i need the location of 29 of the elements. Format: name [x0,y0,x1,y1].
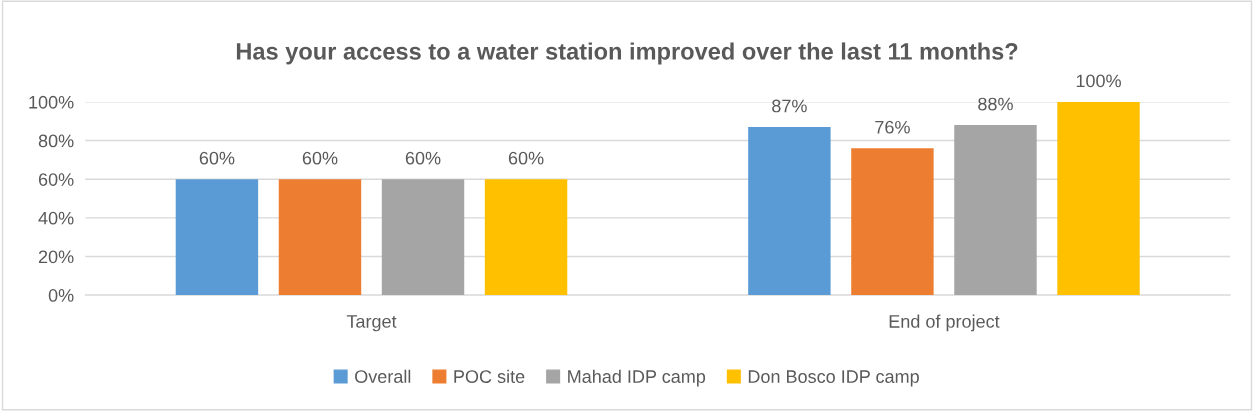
y-tick-label: 0% [48,289,74,302]
text: 60% [302,151,338,165]
chart-title: Has your access to a water station improved over the last 11 months? [236,42,1018,65]
y-tick-label: 60% [38,173,74,186]
y-tick-label: 20% [38,250,74,264]
text: 88% [978,97,1013,111]
bar [748,127,831,296]
bar [851,148,934,296]
text: 60% [199,151,235,165]
x-tick-label: End of project [889,314,1000,332]
bar [484,179,568,296]
bar [1057,101,1140,296]
legend-label: Overall [355,369,411,383]
legend-label: POC site [454,369,525,383]
text: 60% [405,151,441,165]
y-tick-label: 40% [38,211,74,225]
text: 100% [1076,74,1121,88]
text: 60% [508,151,544,165]
bar [175,179,259,296]
x-tick-label: Target [346,315,397,332]
legend-label: Mahad IDP camp [568,369,706,387]
text: 76% [875,120,910,134]
y-tick-label: 80% [38,134,74,148]
text: 87% [772,99,807,113]
y-tick-label: 100% [29,95,74,109]
bar [381,179,465,296]
bar [954,125,1037,296]
legend-label: Don Bosco IDP camp [748,370,919,387]
bar [278,179,362,296]
